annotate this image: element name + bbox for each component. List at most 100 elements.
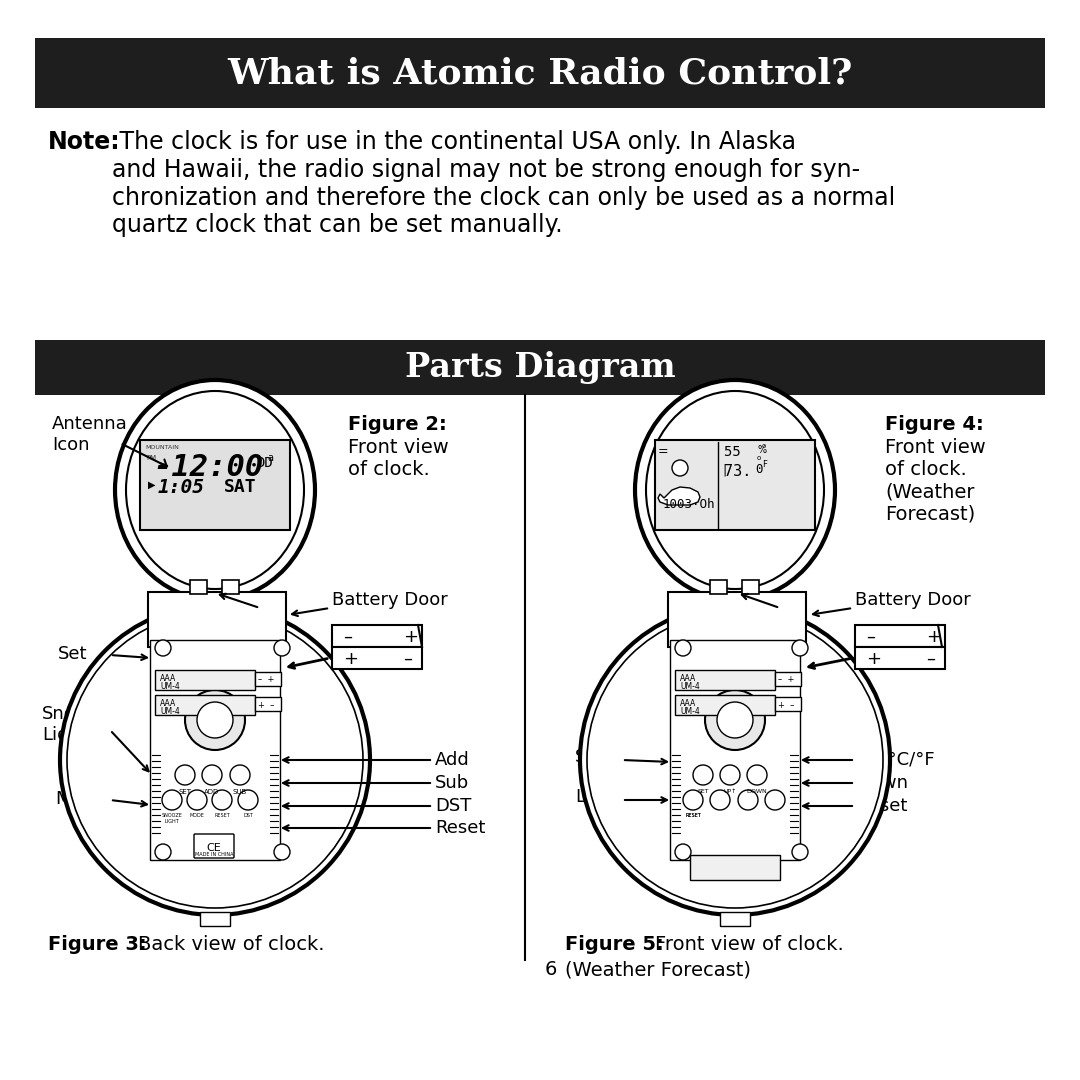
Text: Front view
of clock.
(Weather
Forecast): Front view of clock. (Weather Forecast) <box>885 438 986 523</box>
Circle shape <box>580 605 890 915</box>
Circle shape <box>60 605 370 915</box>
FancyBboxPatch shape <box>200 912 230 926</box>
FancyBboxPatch shape <box>35 38 1045 108</box>
Text: SUB: SUB <box>233 789 247 795</box>
Text: 6: 6 <box>545 960 557 978</box>
Text: Figure 4:: Figure 4: <box>885 415 984 434</box>
FancyBboxPatch shape <box>742 580 759 594</box>
Polygon shape <box>658 487 700 505</box>
FancyBboxPatch shape <box>150 640 280 860</box>
Circle shape <box>738 789 758 810</box>
FancyBboxPatch shape <box>855 647 945 669</box>
Text: Front view
of clock.: Front view of clock. <box>348 438 449 480</box>
Circle shape <box>238 789 258 810</box>
Circle shape <box>67 612 363 908</box>
Circle shape <box>693 765 713 785</box>
Text: o: o <box>762 443 766 449</box>
Circle shape <box>197 702 233 738</box>
Text: Set: Set <box>58 645 87 663</box>
Text: ▶: ▶ <box>148 480 156 490</box>
Text: +  –: + – <box>258 701 274 710</box>
Text: Parts Diagram: Parts Diagram <box>405 351 675 384</box>
FancyBboxPatch shape <box>156 670 255 690</box>
Text: Front view of clock.: Front view of clock. <box>654 935 843 954</box>
Text: DST: DST <box>243 813 253 818</box>
Circle shape <box>274 843 291 860</box>
Text: 73.: 73. <box>724 464 752 480</box>
Text: SNOOZE
LIGHT: SNOOZE LIGHT <box>162 813 183 824</box>
Text: UM-4: UM-4 <box>680 707 700 716</box>
Ellipse shape <box>114 380 315 600</box>
Circle shape <box>672 460 688 476</box>
Text: –  +: – + <box>258 675 274 685</box>
Ellipse shape <box>635 380 835 600</box>
Text: UM-4: UM-4 <box>680 681 700 691</box>
FancyBboxPatch shape <box>775 672 801 686</box>
Circle shape <box>792 843 808 860</box>
Text: DST: DST <box>435 797 471 815</box>
Circle shape <box>187 789 207 810</box>
Text: RESET: RESET <box>685 813 701 818</box>
Circle shape <box>792 640 808 656</box>
Text: SAT: SAT <box>224 478 257 496</box>
Text: +: + <box>343 650 357 669</box>
Text: UM-4: UM-4 <box>160 707 179 716</box>
FancyBboxPatch shape <box>669 592 806 647</box>
Text: –: – <box>343 627 352 646</box>
Text: SET: SET <box>698 789 708 794</box>
Text: AAA: AAA <box>680 674 697 683</box>
Text: RESET: RESET <box>685 813 701 818</box>
Text: AAA: AAA <box>160 674 176 683</box>
Text: SET: SET <box>178 789 191 795</box>
Text: Snooze
Light: Snooze Light <box>42 705 107 744</box>
Text: PM: PM <box>146 455 157 461</box>
Text: =: = <box>658 445 669 458</box>
Circle shape <box>705 690 765 750</box>
Text: Figure 2:: Figure 2: <box>348 415 447 434</box>
FancyBboxPatch shape <box>775 697 801 711</box>
Text: Set: Set <box>575 748 605 766</box>
Text: The clock is for use in the continental USA only. In Alaska
and Hawaii, the radi: The clock is for use in the continental … <box>112 130 895 238</box>
Ellipse shape <box>646 391 824 589</box>
FancyBboxPatch shape <box>690 855 780 880</box>
FancyBboxPatch shape <box>140 440 291 530</box>
Circle shape <box>175 765 195 785</box>
Text: |: | <box>723 463 726 476</box>
Text: 1003·Oh: 1003·Oh <box>663 498 715 511</box>
Text: Reset: Reset <box>435 819 485 837</box>
FancyBboxPatch shape <box>222 580 239 594</box>
Text: –  +: – + <box>778 675 795 685</box>
Text: –: – <box>866 627 875 646</box>
Text: Antenna
Icon: Antenna Icon <box>52 415 127 454</box>
Circle shape <box>588 612 883 908</box>
FancyBboxPatch shape <box>710 580 727 594</box>
Text: CE: CE <box>206 843 221 853</box>
Circle shape <box>747 765 767 785</box>
Text: Reset: Reset <box>858 797 907 815</box>
Text: +: + <box>926 627 941 646</box>
FancyBboxPatch shape <box>670 640 800 860</box>
Text: 55: 55 <box>724 445 750 459</box>
Text: MODE: MODE <box>190 813 204 818</box>
FancyBboxPatch shape <box>148 592 286 647</box>
Circle shape <box>185 690 245 750</box>
FancyBboxPatch shape <box>855 625 945 647</box>
Circle shape <box>675 640 691 656</box>
FancyBboxPatch shape <box>332 625 422 647</box>
Text: Sub: Sub <box>435 774 469 792</box>
FancyBboxPatch shape <box>675 696 775 715</box>
Circle shape <box>274 640 291 656</box>
Text: Down: Down <box>858 774 908 792</box>
Text: UP↑: UP↑ <box>724 789 737 794</box>
Text: Battery Door: Battery Door <box>855 591 971 609</box>
Text: RESET: RESET <box>214 813 230 818</box>
Circle shape <box>212 789 232 810</box>
Ellipse shape <box>126 391 303 589</box>
Text: Note:: Note: <box>48 130 121 154</box>
Circle shape <box>675 843 691 860</box>
FancyBboxPatch shape <box>654 440 815 530</box>
Text: MADE IN CHINA: MADE IN CHINA <box>194 852 233 858</box>
Text: DOWN: DOWN <box>746 789 768 794</box>
Circle shape <box>683 789 703 810</box>
Text: Add: Add <box>435 751 470 769</box>
